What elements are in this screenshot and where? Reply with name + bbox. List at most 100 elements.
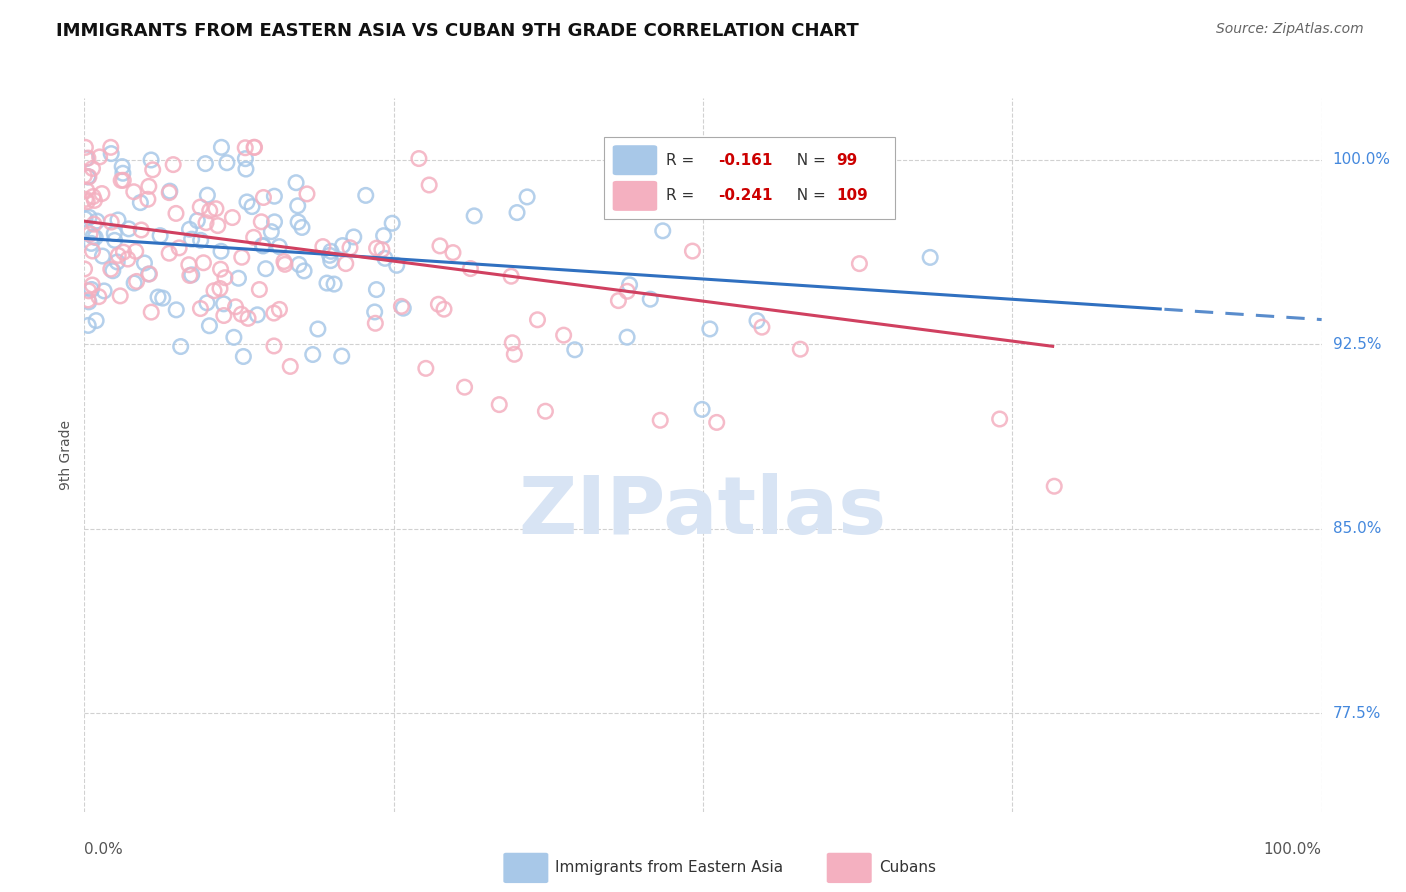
Point: [233, 141, 256, 155]
Point: [83, 217, 105, 231]
Point: [373, 228, 395, 243]
Point: [242, 230, 264, 244]
Point: [506, 205, 529, 219]
Point: [301, 347, 323, 361]
Point: [77, 318, 100, 333]
Point: [343, 230, 366, 244]
Point: [111, 160, 134, 174]
Point: [149, 228, 172, 243]
Point: [988, 412, 1011, 426]
Point: [385, 258, 408, 272]
Point: [77, 293, 100, 307]
Point: [553, 328, 575, 343]
Point: [381, 216, 404, 230]
Point: [366, 241, 388, 255]
Point: [607, 293, 630, 308]
Text: 85.0%: 85.0%: [1333, 521, 1381, 536]
Point: [371, 243, 394, 257]
Point: [516, 190, 538, 204]
Point: [157, 246, 180, 260]
Point: [82, 161, 104, 176]
Point: [243, 140, 266, 154]
Point: [651, 224, 673, 238]
Point: [77, 211, 100, 225]
Point: [503, 347, 526, 361]
Point: [429, 239, 451, 253]
Point: [76, 184, 98, 198]
Point: [198, 203, 221, 218]
Text: N =: N =: [787, 153, 835, 168]
Text: -0.241: -0.241: [718, 188, 772, 203]
Point: [82, 189, 104, 203]
Point: [73, 169, 96, 183]
Point: [100, 146, 122, 161]
Point: [273, 254, 295, 268]
Point: [699, 322, 721, 336]
Point: [179, 268, 201, 283]
Point: [180, 268, 202, 282]
Point: [77, 294, 100, 309]
Point: [619, 277, 641, 292]
Point: [319, 253, 342, 268]
Point: [177, 258, 200, 272]
Point: [79, 227, 101, 241]
Point: [180, 232, 202, 246]
Point: [269, 239, 291, 253]
Point: [157, 186, 180, 200]
Point: [209, 244, 232, 259]
Point: [354, 188, 377, 202]
Point: [87, 290, 110, 304]
Point: [134, 256, 156, 270]
Text: 109: 109: [837, 188, 869, 203]
Point: [339, 241, 361, 255]
Point: [287, 199, 309, 213]
Point: [138, 267, 160, 281]
Point: [195, 188, 218, 202]
Point: [252, 239, 274, 253]
Point: [208, 281, 231, 295]
Point: [125, 244, 148, 259]
Point: [222, 330, 245, 344]
Point: [392, 301, 415, 315]
Point: [194, 156, 217, 170]
Point: [209, 262, 232, 277]
Text: -0.161: -0.161: [718, 153, 772, 168]
Point: [501, 269, 523, 284]
Point: [80, 236, 103, 251]
Point: [165, 302, 187, 317]
Point: [228, 271, 250, 285]
Point: [285, 176, 308, 190]
Point: [408, 152, 430, 166]
Point: [209, 140, 232, 154]
Point: [235, 152, 257, 166]
Point: [75, 140, 97, 154]
Point: [682, 244, 704, 258]
Point: [80, 283, 103, 297]
Point: [441, 245, 464, 260]
Text: Source: ZipAtlas.com: Source: ZipAtlas.com: [1216, 22, 1364, 37]
Point: [105, 255, 128, 269]
Point: [152, 291, 174, 305]
Point: [789, 342, 811, 356]
Point: [125, 275, 148, 289]
Point: [232, 350, 254, 364]
Point: [214, 270, 236, 285]
Point: [269, 302, 291, 317]
Point: [263, 215, 285, 229]
Point: [100, 262, 122, 277]
Point: [84, 313, 107, 327]
Point: [107, 213, 129, 227]
Point: [198, 318, 221, 333]
Text: 77.5%: 77.5%: [1333, 706, 1381, 721]
Point: [690, 402, 713, 417]
Point: [82, 278, 104, 293]
Point: [848, 257, 870, 271]
Point: [82, 244, 104, 258]
Point: [101, 264, 124, 278]
Point: [73, 262, 96, 277]
FancyBboxPatch shape: [613, 181, 657, 211]
Point: [488, 398, 510, 412]
Point: [415, 361, 437, 376]
Point: [207, 219, 229, 233]
Text: IMMIGRANTS FROM EASTERN ASIA VS CUBAN 9TH GRADE CORRELATION CHART: IMMIGRANTS FROM EASTERN ASIA VS CUBAN 9T…: [56, 22, 859, 40]
